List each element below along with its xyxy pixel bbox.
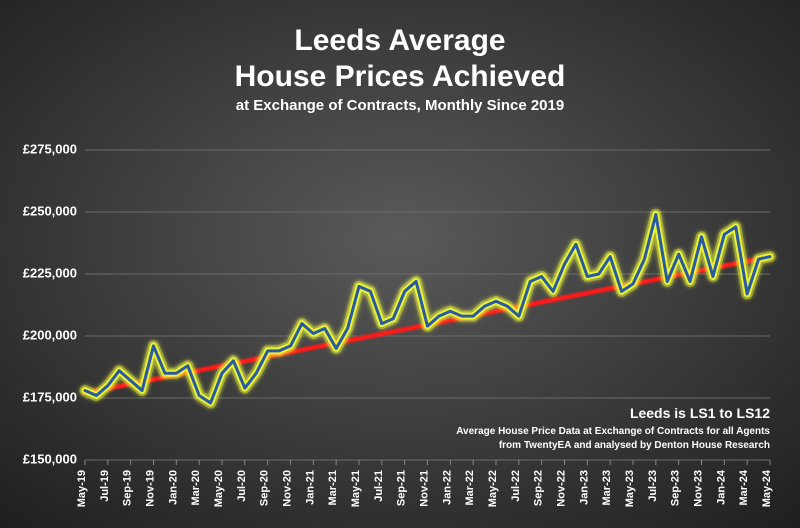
- x-tick-label: May-21: [350, 470, 362, 507]
- y-tick-label: £250,000: [23, 203, 77, 218]
- chart-title-line1: Leeds Average: [294, 24, 505, 57]
- x-tick-label: Jul-22: [510, 470, 522, 502]
- footer-line2: Average House Price Data at Exchange of …: [456, 426, 770, 437]
- x-tick-label: Sep-20: [259, 470, 271, 506]
- x-tick-label: May-24: [761, 469, 773, 507]
- x-tick-label: Mar-20: [190, 470, 202, 505]
- x-tick-label: Jan-24: [715, 469, 727, 505]
- x-tick-label: Mar-21: [327, 470, 339, 505]
- x-tick-label: Jul-19: [99, 470, 111, 502]
- x-tick-label: Sep-21: [396, 470, 408, 506]
- x-tick-label: May-23: [624, 470, 636, 507]
- x-tick-label: Jan-20: [167, 470, 179, 505]
- x-tick-label: Nov-19: [145, 470, 157, 507]
- footer-line3: from TwentyEA and analysed by Denton Hou…: [499, 440, 770, 451]
- x-tick-label: Nov-22: [556, 470, 568, 507]
- x-tick-label: May-22: [487, 470, 499, 507]
- x-tick-label: Jul-20: [236, 470, 248, 502]
- chart-title-line2: House Prices Achieved: [235, 60, 566, 93]
- x-tick-label: Sep-23: [670, 470, 682, 506]
- x-tick-label: Sep-19: [122, 470, 134, 506]
- y-tick-label: £225,000: [23, 265, 77, 280]
- x-tick-label: Sep-22: [533, 470, 545, 506]
- footer-line1: Leeds is LS1 to LS12: [630, 405, 770, 421]
- y-tick-label: £175,000: [23, 389, 77, 404]
- x-tick-label: Mar-22: [464, 470, 476, 505]
- x-tick-label: Jan-21: [304, 470, 316, 505]
- x-tick-label: Mar-23: [601, 470, 613, 505]
- chart-root: Leeds AverageHouse Prices Achieved at Exc…: [0, 0, 800, 528]
- x-tick-label: Nov-21: [419, 470, 431, 507]
- y-tick-label: £275,000: [23, 141, 77, 156]
- y-tick-label: £200,000: [23, 327, 77, 342]
- x-tick-label: Jul-23: [647, 470, 659, 502]
- x-tick-label: Jan-23: [578, 470, 590, 505]
- x-tick-label: Jul-21: [373, 470, 385, 502]
- x-tick-label: May-19: [76, 470, 88, 507]
- x-tick-label: Nov-23: [693, 470, 705, 507]
- x-tick-label: Jan-22: [441, 470, 453, 505]
- chart-svg: Leeds AverageHouse Prices Achieved at Exc…: [0, 0, 800, 528]
- y-tick-label: £150,000: [23, 451, 77, 466]
- x-tick-label: Mar-24: [738, 469, 750, 505]
- chart-subtitle: at Exchange of Contracts, Monthly Since …: [236, 97, 564, 114]
- x-tick-label: May-20: [213, 470, 225, 507]
- x-tick-label: Nov-20: [282, 470, 294, 507]
